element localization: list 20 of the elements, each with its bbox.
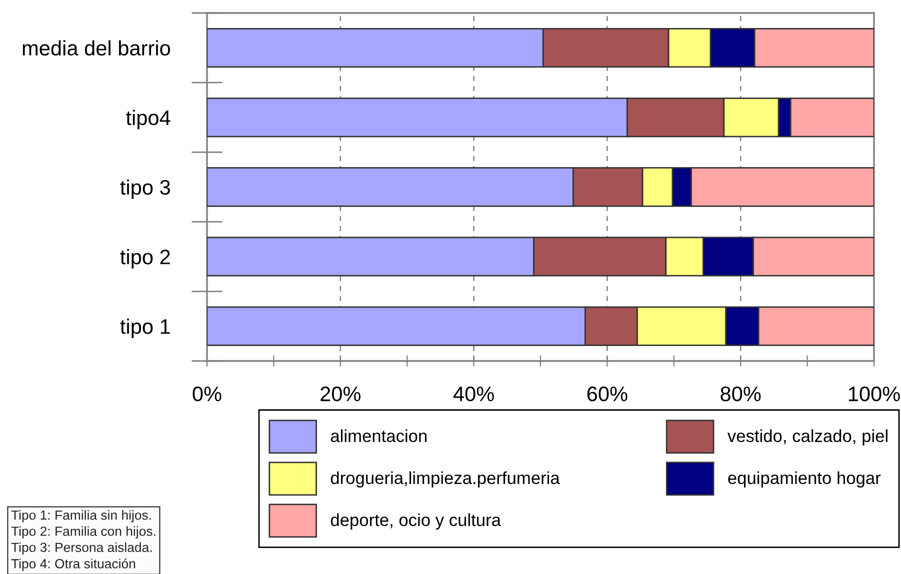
legend-label: deporte, ocio y cultura [330, 513, 501, 530]
text: Tipo 1: Familia sin hijos. [11, 510, 151, 522]
x-tick-label: 0% [192, 386, 222, 402]
x-tick-label: 100% [848, 386, 900, 402]
legend-label: equipamiento hogar [728, 471, 881, 488]
y-tick-label: tipo 3 [120, 179, 170, 199]
x-tick-label: 80% [720, 386, 761, 402]
text: Tipo 2: Familia con hijos. [11, 526, 156, 539]
legend-label: drogueria,limpieza.perfumeria [330, 471, 560, 488]
legend-label: vestido, calzado, piel [727, 429, 888, 446]
text: Tipo 3: Persona aislada. [11, 542, 152, 555]
y-tick-label: tipo 2 [120, 249, 170, 268]
x-tick-label: 20% [320, 386, 361, 402]
y-tick-label: media del barrio [22, 40, 170, 56]
legend-label: alimentacion [330, 429, 427, 442]
y-tick-label: tipo 1 [120, 318, 170, 338]
x-tick-label: 40% [453, 386, 494, 402]
text: Tipo 4: Otra situación [11, 558, 136, 571]
x-tick-label: 60% [587, 386, 628, 402]
y-tick-label: tipo4 [126, 110, 170, 130]
